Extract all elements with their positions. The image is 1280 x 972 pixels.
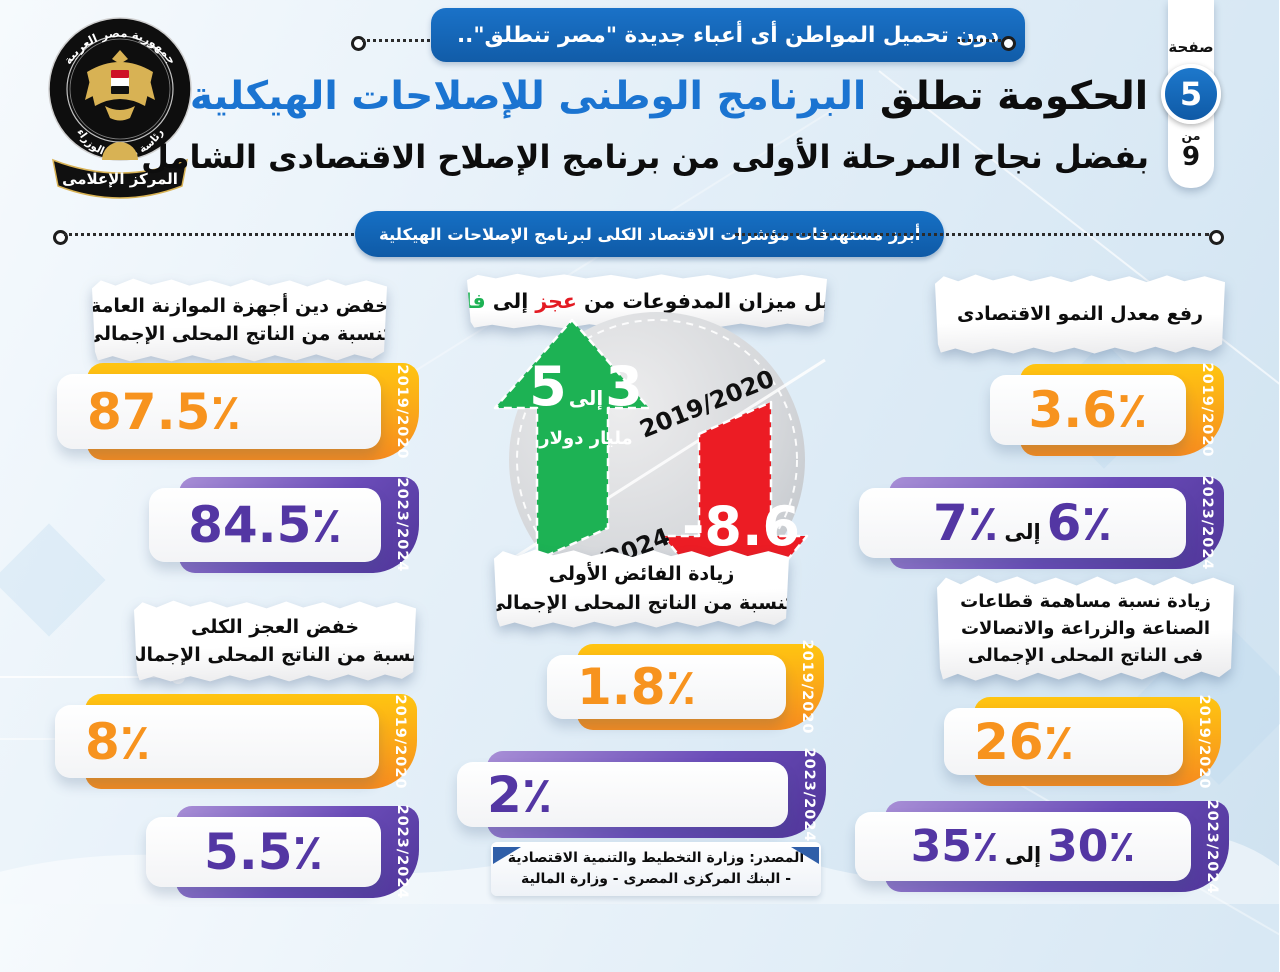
bar-value: 3.6٪ — [1029, 381, 1148, 439]
bar-panel: 26٪ — [945, 708, 1184, 775]
bar-year-label: 2019/2020 — [1200, 362, 1216, 457]
page-of-word: من — [1183, 128, 1202, 143]
background-tile — [0, 523, 107, 636]
bar-year-label: 2019/2020 — [1197, 694, 1213, 789]
connector-dot-circle — [1002, 36, 1017, 51]
bar-panel: 87.5٪ — [58, 374, 382, 449]
bar-year-label: 2019/2020 — [395, 364, 411, 459]
page-number-badge: صفحة 5 من 9 — [1169, 0, 1215, 188]
card-title-line: فى الناتج المحلى الإجمالى — [969, 642, 1204, 669]
bar-value: 5.5٪ — [205, 823, 324, 881]
page-subtitle: بفضل نجاح المرحلة الأولى من برنامج الإصل… — [190, 138, 1150, 176]
bar-value: 2٪ — [488, 766, 553, 824]
card-overall-deficit: خفض العجز الكلى كنسبة من الناتج المحلى ا… — [135, 598, 417, 684]
bar-panel: 5.5٪ — [147, 817, 382, 887]
source-line-1: المصدر: وزارة التخطيط والتنمية الاقتصادي… — [509, 848, 805, 869]
bar-sectors-share-2023: 30٪ إلى 35٪ 2023/2024 — [856, 801, 1230, 892]
source-box: المصدر: وزارة التخطيط والتنمية الاقتصادي… — [492, 842, 822, 896]
title-blue-part: البرنامج الوطنى للإصلاحات الهيكلية — [191, 74, 867, 119]
bar-panel: 84.5٪ — [150, 488, 382, 562]
page-title: الحكومة تطلق البرنامج الوطنى للإصلاحات ا… — [190, 74, 1150, 119]
card-title-line: خفض دين أجهزة الموازنة العامة — [91, 292, 390, 321]
card-primary-surplus: زيادة الفائض الأولى كنسبة من الناتج المح… — [495, 547, 790, 630]
connector-dot-circle — [1210, 230, 1225, 245]
bar-gdp-growth-2019: 3.6٪ 2019/2020 — [991, 364, 1225, 456]
surplus-from: 3 — [606, 355, 644, 418]
card-title-line: كنسبة من الناتج المحلى الإجمالى — [86, 320, 396, 349]
bar-panel: 8٪ — [56, 705, 380, 778]
bar-value-word: إلى — [1005, 520, 1041, 544]
bar-budget-debt-2023: 84.5٪ 2023/2024 — [150, 477, 420, 573]
source-corner-triangle — [494, 847, 522, 864]
card-sectors-share: زيادة نسبة مساهمة قطاعات الصناعة والزراع… — [938, 572, 1235, 684]
infographic-page: { "header": { "bubble": "دون تحميل الموا… — [0, 0, 1280, 904]
surplus-to-word: إلى — [570, 386, 605, 410]
page-number-circle: 5 — [1162, 64, 1222, 124]
connector-dotted-line — [736, 233, 1210, 236]
card-title-line: زيادة الفائض الأولى — [550, 560, 736, 589]
bar-year-label: 2023/2024 — [395, 477, 411, 572]
bar-primary-surplus-2023: 2٪ 2023/2024 — [458, 751, 827, 838]
surplus-value: 3إلى5 — [498, 360, 676, 414]
bar-year-label: 2019/2020 — [800, 639, 816, 734]
bar-year-label: 2023/2024 — [1200, 475, 1216, 570]
bar-panel: 2٪ — [458, 762, 789, 827]
card-gdp-growth: رفع معدل النمو الاقتصادى — [936, 272, 1226, 356]
bar-value: 26٪ — [975, 713, 1075, 771]
bar-year-label: 2023/2024 — [1205, 799, 1221, 894]
bar-panel: 30٪ إلى 35٪ — [856, 812, 1192, 881]
bar-year-label: 2023/2024 — [395, 804, 411, 899]
source-line-2: - البنك المركزى المصرى - وزارة المالية — [522, 869, 792, 890]
card-title-line: زيادة نسبة مساهمة قطاعات — [961, 588, 1212, 615]
bar-year-label: 2023/2024 — [802, 747, 818, 842]
bar-panel: 3.6٪ — [991, 375, 1187, 445]
bar-value-word: إلى — [1006, 843, 1042, 867]
surplus-to: 5 — [530, 355, 568, 418]
bar-value-from: 30٪ — [1048, 821, 1136, 872]
bar-primary-surplus-2019: 1.8٪ 2019/2020 — [548, 644, 825, 730]
connector-dotted-line — [65, 233, 355, 236]
page-word: صفحة — [1169, 38, 1214, 56]
bar-overall-deficit-2019: 8٪ 2019/2020 — [56, 694, 418, 789]
bar-value: 1.8٪ — [578, 658, 697, 716]
card-budget-debt: خفض دين أجهزة الموازنة العامة كنسبة من ا… — [93, 276, 388, 364]
page-number: 5 — [1181, 75, 1203, 113]
connector-dotted-line — [363, 39, 431, 42]
headline-bubble-text: دون تحميل المواطن أى أعباء جديدة "مصر تن… — [458, 23, 1000, 48]
bar-value-to: 7٪ — [934, 494, 999, 552]
card-title-line: رفع معدل النمو الاقتصادى — [958, 300, 1204, 329]
card-title-line: كنسبة من الناتج المحلى الإجمالى — [488, 589, 798, 618]
card-title-line: الصناعة والزراعة والاتصالات — [962, 615, 1211, 642]
bar-value-from: 6٪ — [1048, 494, 1113, 552]
bar-value: 87.5٪ — [88, 383, 242, 441]
bar-budget-debt-2019: 87.5٪ 2019/2020 — [58, 363, 420, 460]
bar-gdp-growth-2023: 6٪ إلى 7٪ 2023/2024 — [860, 477, 1225, 569]
bar-sectors-share-2019: 26٪ 2019/2020 — [945, 697, 1222, 786]
title-black-part: الحكومة تطلق — [881, 74, 1149, 119]
card-title-line: خفض العجز الكلى — [192, 613, 360, 642]
connector-dotted-line — [958, 39, 1002, 42]
bar-value-to: 35٪ — [912, 821, 1000, 872]
bar-year-label: 2019/2020 — [393, 694, 409, 789]
bar-value: 84.5٪ — [189, 496, 343, 554]
bar-panel: 1.8٪ — [548, 655, 787, 719]
card-title-line: كنسبة من الناتج المحلى الإجمالى — [121, 641, 431, 670]
source-corner-triangle — [792, 847, 820, 864]
bar-panel: 6٪ إلى 7٪ — [860, 488, 1187, 558]
bar-overall-deficit-2023: 5.5٪ 2023/2024 — [147, 806, 420, 898]
page-total: 9 — [1183, 143, 1201, 172]
bar-value: 8٪ — [86, 713, 151, 771]
headline-bubble: دون تحميل المواطن أى أعباء جديدة "مصر تن… — [432, 8, 1026, 62]
